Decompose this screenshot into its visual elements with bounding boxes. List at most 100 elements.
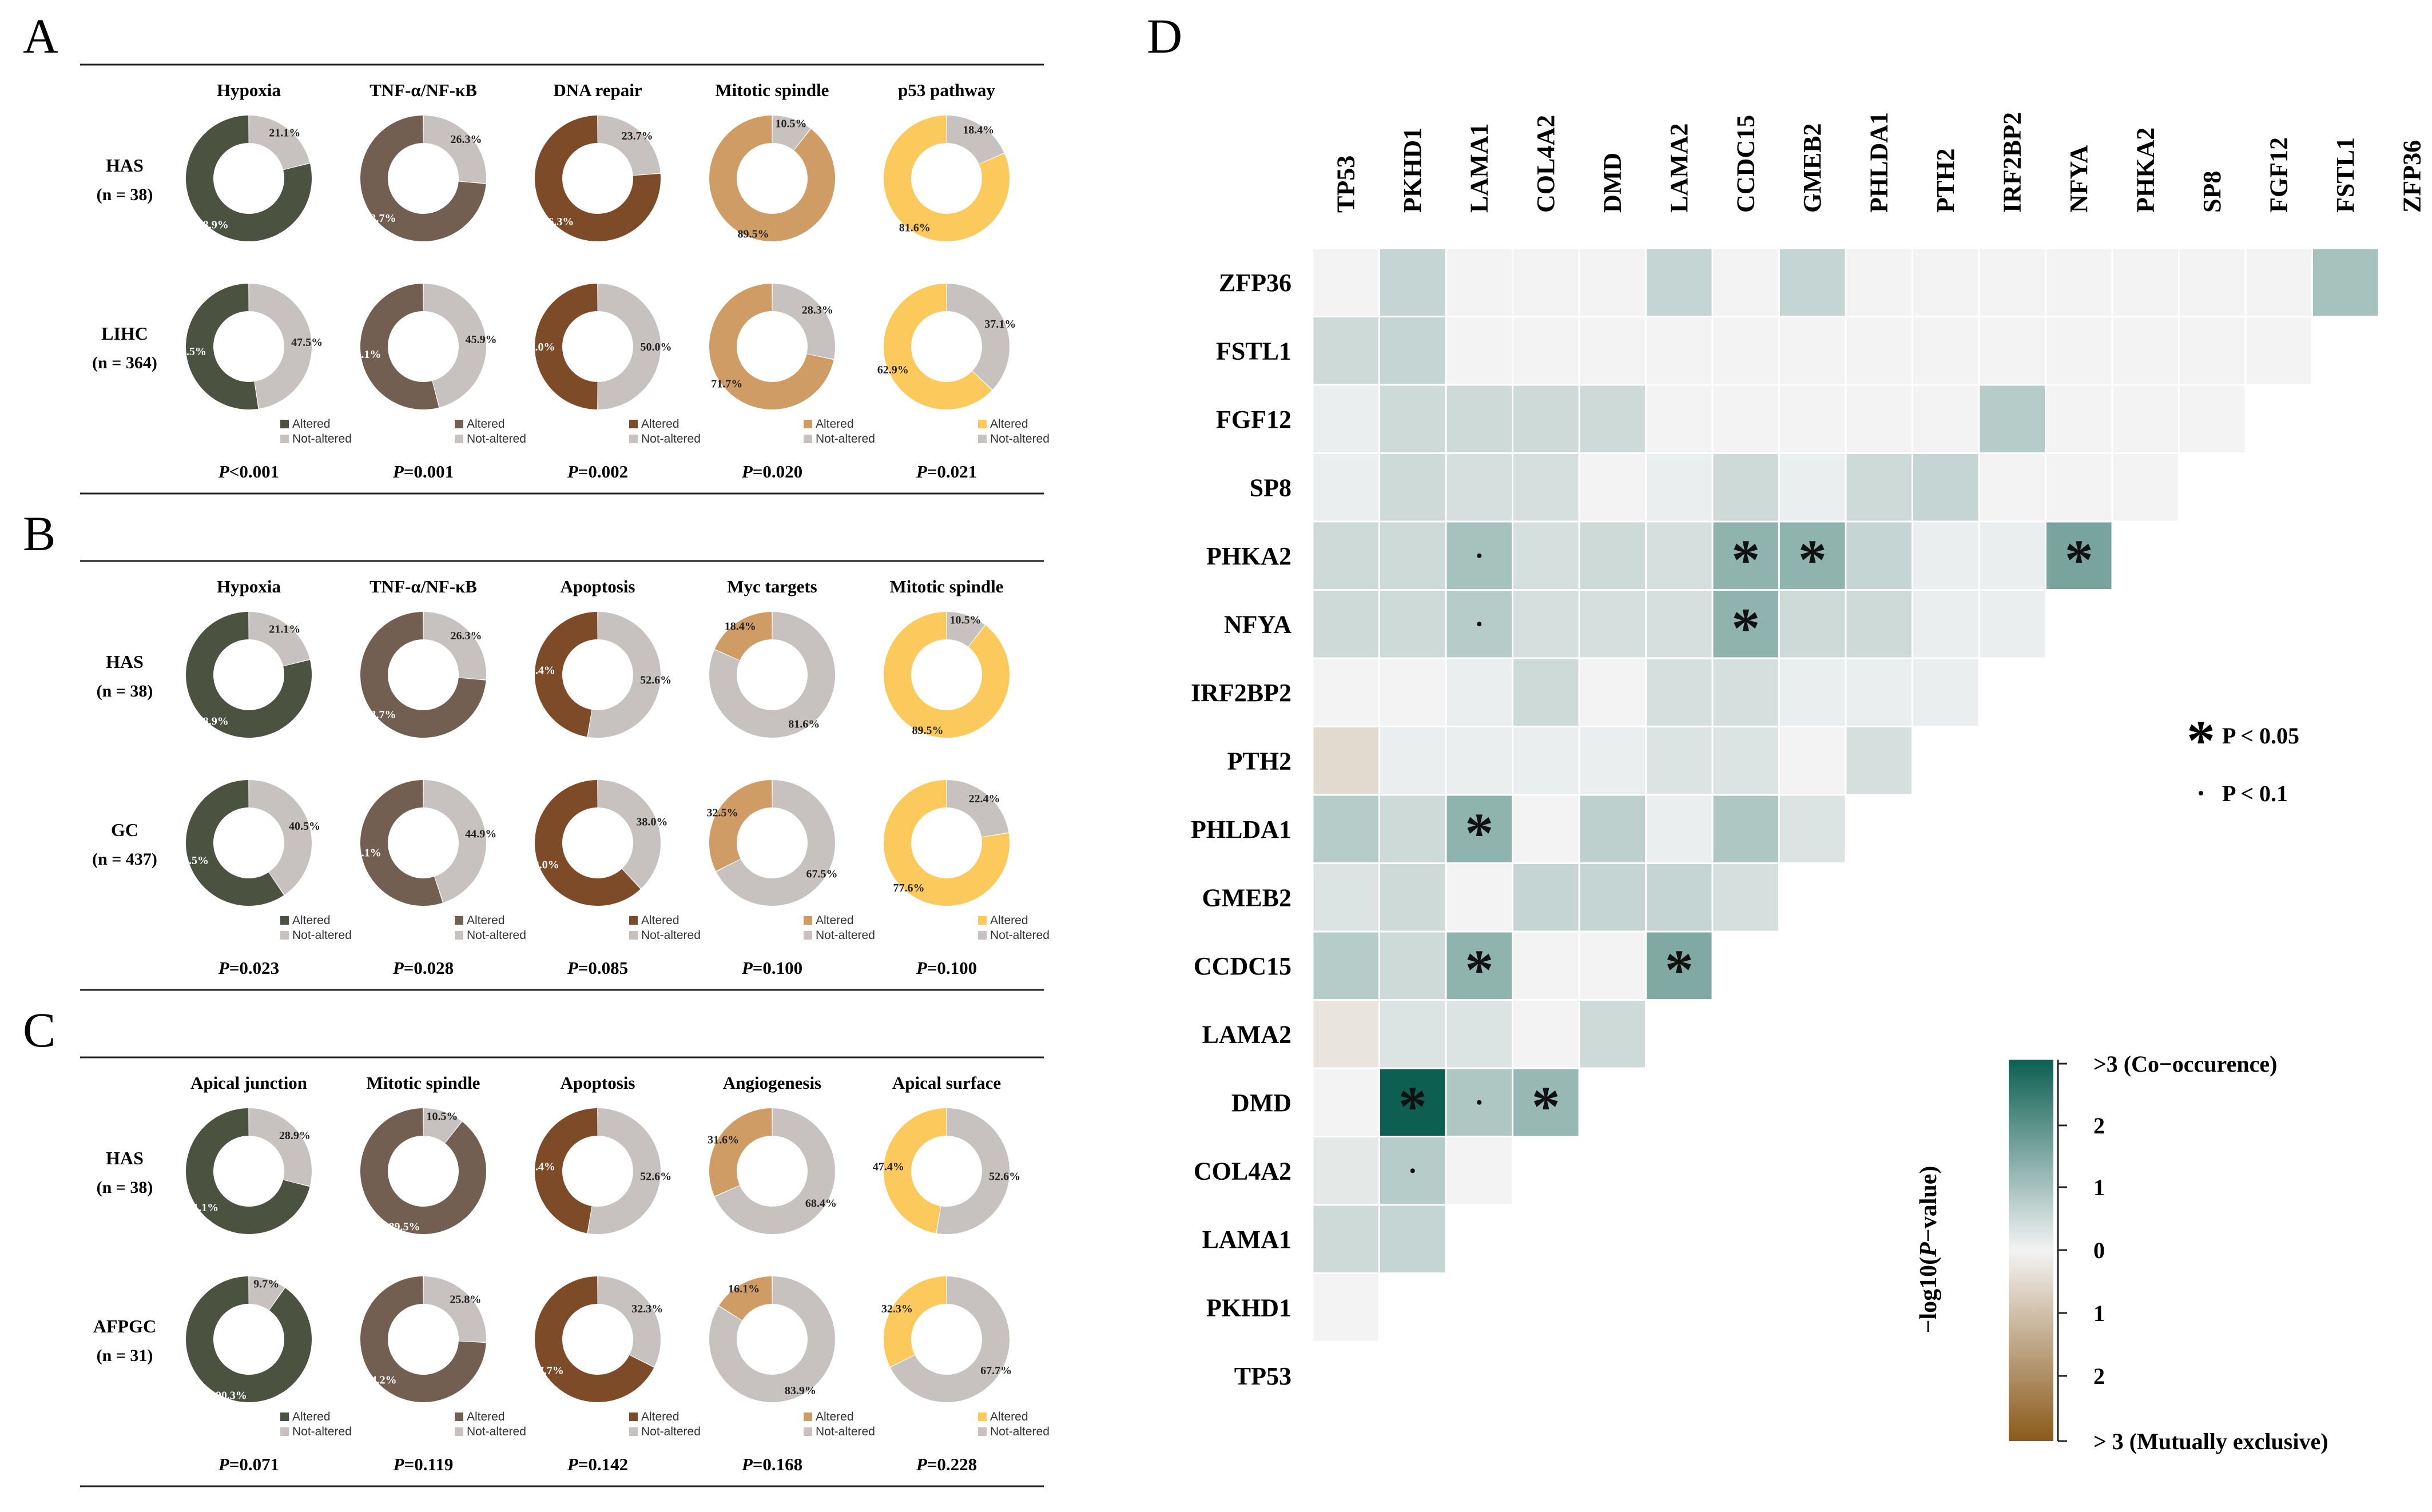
heatmap-cell (1845, 316, 1913, 386)
donut-label-not-altered: 67.7% (980, 1364, 1012, 1377)
legend-swatch-altered (280, 420, 289, 428)
heatmap-cell (2244, 316, 2313, 386)
heatmap-cell (2311, 247, 2380, 317)
row-sublabel: (n = 364) (92, 353, 157, 372)
significance-star: * (1731, 596, 1760, 659)
donut-slice-not-altered (587, 1108, 661, 1235)
colorbar-tick-label: >3 (Co−occurence) (2093, 1051, 2277, 1077)
donut-label-altered: 47.4% (524, 1161, 555, 1173)
donut-label-not-altered: 22.4% (968, 793, 1000, 805)
row-label: DMD (1231, 1089, 1291, 1117)
colorbar-tick-label: 2 (2093, 1363, 2105, 1389)
legend-label-not-altered: Not-altered (467, 432, 526, 445)
donut-label-altered: 78.9% (197, 715, 229, 727)
donut-label-altered: 89.5% (912, 725, 943, 737)
heatmap-cell (1912, 452, 1980, 523)
legend-label-not-altered: Not-altered (641, 432, 701, 445)
p-value-number: =0.021 (927, 461, 977, 482)
p-symbol: P (218, 958, 230, 978)
heatmap-cell (1378, 384, 1447, 454)
column-label: PKHD1 (1398, 128, 1426, 213)
heatmap-cell (1645, 794, 1714, 864)
heatmap-cell (1711, 794, 1780, 864)
heatmap-cell (1912, 247, 1980, 317)
legend-label-altered: Altered (467, 417, 505, 431)
donut-slice-not-altered (423, 612, 487, 680)
donut-label-altered: 78.9% (197, 218, 229, 231)
legend-swatch-not-altered (629, 1427, 638, 1436)
row-label: FSTL1 (1216, 337, 1291, 365)
heatmap-cell (1912, 316, 1980, 386)
column-title: Apoptosis (561, 1073, 635, 1093)
donut-label-not-altered: 81.6% (788, 718, 820, 730)
heatmap-cell (1312, 726, 1380, 796)
heatmap-cell (1711, 247, 1780, 317)
heatmap-cell (2111, 452, 2180, 523)
column-label: SP8 (2198, 171, 2226, 213)
donut-slice-altered (360, 780, 443, 906)
donut-slice-not-altered (598, 284, 661, 409)
row-label: COL4A2 (1194, 1157, 1291, 1185)
donut-label-altered: 47.4% (524, 665, 555, 677)
significance-star: * (1798, 528, 1827, 591)
heatmap-cell (1778, 520, 1847, 591)
significance-star: * (1731, 528, 1760, 591)
column-title: Angiogenesis (723, 1073, 821, 1093)
heatmap-cell (1578, 726, 1647, 796)
p-value: P=0.002 (567, 461, 628, 482)
legend-swatch-altered (455, 420, 463, 428)
column-label: PHKA2 (2131, 128, 2159, 213)
donut-slice-not-altered (598, 780, 661, 889)
donut-label-altered: 55.1% (350, 846, 382, 859)
donut-slice-not-altered (772, 116, 810, 150)
heatmap-cell (1312, 930, 1380, 1001)
donut-label-altered: 89.5% (388, 1221, 420, 1234)
heatmap-cell (1378, 726, 1447, 796)
heatmap-cell (1445, 316, 1513, 386)
heatmap-cell (1711, 657, 1780, 727)
heatmap-cell (1845, 520, 1913, 591)
donut-label-altered: 90.3% (216, 1389, 247, 1402)
legend-swatch-not-altered (978, 1427, 987, 1436)
heatmap-cell (1645, 589, 1714, 659)
column-title: Hypoxia (217, 80, 281, 100)
donut-label-not-altered: 32.3% (631, 1303, 663, 1315)
donut-label-not-altered: 52.6% (989, 1170, 1020, 1183)
colorbar-tick-label: 1 (2093, 1300, 2105, 1326)
row-label: NFYA (1224, 610, 1291, 638)
column-label: COL4A2 (1532, 115, 1560, 213)
legend-label-not-altered: Not-altered (292, 929, 352, 942)
p-value-number: <0.001 (229, 461, 279, 482)
donut-slice-altered (185, 780, 284, 906)
heatmap-cell (1645, 862, 1714, 933)
heatmap-cell (1312, 1067, 1380, 1137)
panel-a: A HAS (n = 38) LIHC (n = 364) Hypoxia 21.1% 78.… (23, 9, 1050, 495)
heatmap-cell (1445, 999, 1513, 1069)
donut-label-altered: 74.2% (365, 1374, 397, 1386)
donut-slice-altered (709, 116, 835, 242)
donut-slice-not-altered (947, 780, 1009, 837)
legend-label-altered: Altered (990, 417, 1028, 431)
donut-label-altered: 71.1% (187, 1201, 218, 1214)
legend-label-altered: Altered (467, 914, 505, 927)
donut-label-not-altered: 28.9% (279, 1129, 311, 1142)
donut-label-not-altered: 44.9% (465, 828, 496, 841)
donut-slice-altered (360, 284, 439, 409)
heatmap-cell (1778, 452, 1847, 523)
donut-label-altered: 32.3% (881, 1303, 913, 1315)
significance-dot (1477, 622, 1482, 627)
heatmap-cell (1845, 726, 1913, 796)
heatmap-cell (1578, 247, 1647, 317)
donut-label-not-altered: 21.1% (269, 127, 300, 140)
donut-label-not-altered: 26.3% (451, 630, 482, 642)
column-label: PTH2 (1932, 149, 1960, 213)
donut-slice-not-altered (249, 612, 310, 666)
row-label: LAMA2 (1202, 1020, 1291, 1048)
colorbar-tick-label: 2 (2093, 1113, 2105, 1139)
heatmap-cell (1578, 999, 1647, 1069)
donut-label-altered: 52.5% (175, 345, 206, 358)
heatmap-cell (1978, 520, 2046, 591)
row-label: LIHC (101, 323, 148, 344)
donut-slice-not-altered (709, 1276, 835, 1402)
heatmap-cell (2045, 316, 2113, 386)
